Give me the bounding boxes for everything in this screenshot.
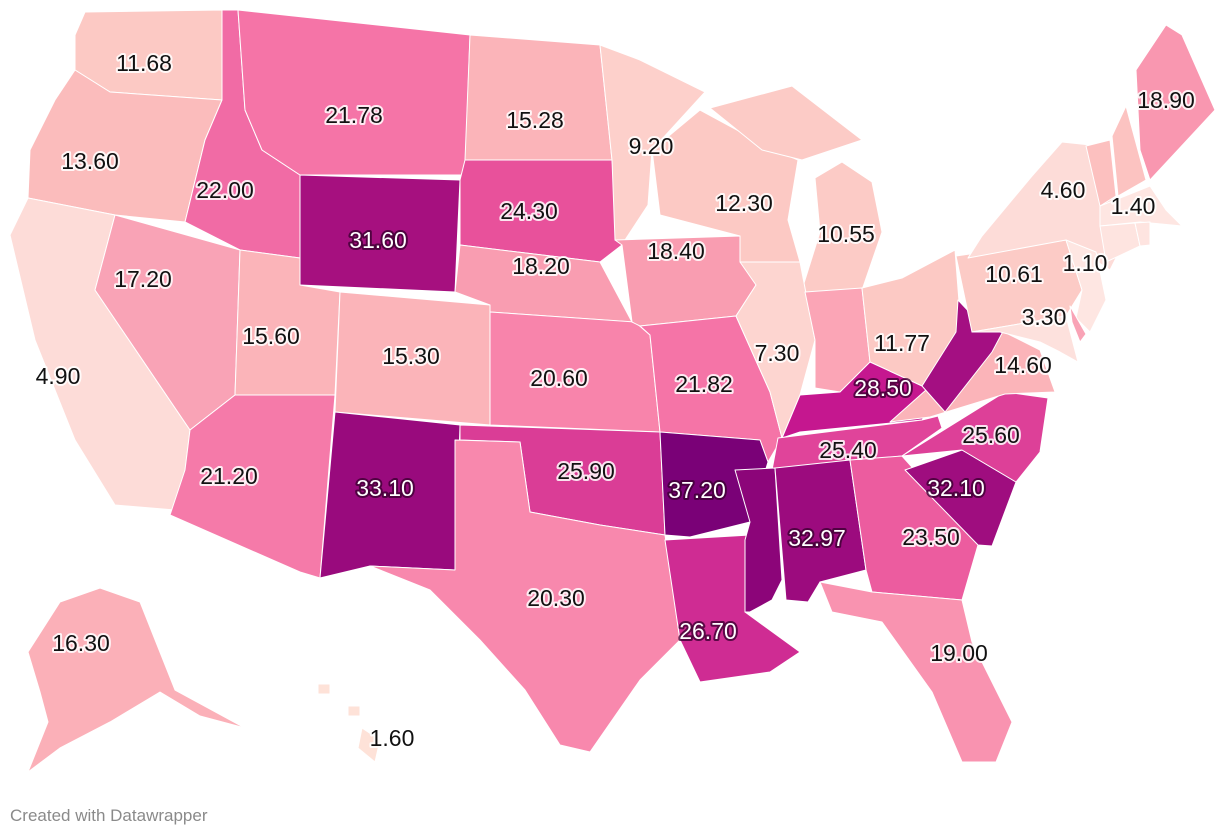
state-me[interactable] (1135, 24, 1216, 181)
state-value-label-oh: 11.77 (874, 330, 930, 356)
state-value-label-wy: 31.60 (349, 227, 407, 253)
state-value-label-va: 14.60 (994, 352, 1052, 378)
state-value-label-nc: 25.60 (962, 422, 1020, 448)
state-az[interactable] (169, 394, 336, 579)
state-value-label-ne: 18.20 (512, 253, 570, 279)
state-value-label-ca: 4.90 (36, 363, 81, 389)
state-value-label-ok: 25.90 (557, 458, 615, 484)
state-value-label-sc: 32.10 (927, 475, 985, 501)
state-value-label-ky: 28.50 (854, 375, 912, 401)
state-ms[interactable] (734, 467, 783, 613)
state-value-label-ia: 18.40 (647, 238, 705, 264)
state-value-label-hi: 1.60 (370, 725, 415, 751)
state-mn[interactable] (599, 44, 706, 241)
state-value-label-md: 3.30 (1022, 304, 1067, 330)
state-or[interactable] (27, 69, 223, 223)
state-md[interactable] (971, 315, 1079, 363)
state-value-label-or: 13.60 (61, 148, 119, 174)
state-value-label-me: 18.90 (1137, 87, 1195, 113)
state-value-label-wi: 12.30 (715, 190, 773, 216)
state-value-label-fl: 19.00 (930, 640, 988, 666)
state-value-label-mt: 21.78 (325, 102, 383, 128)
state-value-label-ny: 4.60 (1041, 177, 1086, 203)
state-ga[interactable] (849, 455, 979, 601)
state-nh[interactable] (1111, 105, 1147, 197)
state-value-label-co: 15.30 (382, 343, 440, 369)
state-ak[interactable] (27, 587, 246, 773)
state-value-label-ar: 37.20 (668, 477, 726, 503)
state-de[interactable] (1069, 305, 1087, 343)
state-value-label-nj: 1.10 (1063, 250, 1108, 276)
state-value-label-nv: 17.20 (114, 266, 172, 292)
state-value-label-il: 7.30 (755, 340, 800, 366)
state-tx[interactable] (369, 439, 681, 753)
state-nd[interactable] (464, 34, 613, 161)
state-value-label-pa: 10.61 (985, 261, 1043, 287)
state-mt[interactable] (237, 9, 471, 176)
state-value-label-wa: 11.68 (116, 50, 172, 76)
state-value-label-nd: 15.28 (506, 107, 564, 133)
footer-credit: Created with Datawrapper (10, 806, 208, 825)
state-sc[interactable] (904, 449, 1017, 547)
state-value-label-sd: 24.30 (500, 198, 558, 224)
state-value-label-tx: 20.30 (527, 585, 585, 611)
state-value-label-ma: 1.40 (1111, 193, 1156, 219)
state-mi[interactable] (799, 161, 883, 297)
state-value-label-ak: 16.30 (52, 630, 110, 656)
state-value-label-az: 21.20 (200, 463, 258, 489)
state-ri[interactable] (1134, 221, 1151, 247)
state-value-label-ut: 15.60 (242, 323, 300, 349)
state-hi[interactable] (317, 683, 381, 763)
state-value-label-mo: 21.82 (675, 371, 733, 397)
state-value-label-mn: 9.20 (629, 133, 674, 159)
state-value-label-al: 32.97 (788, 525, 846, 551)
state-nj[interactable] (1065, 239, 1107, 333)
state-vt[interactable] (1085, 139, 1117, 207)
state-value-label-ga: 23.50 (902, 524, 960, 550)
state-value-label-la: 26.70 (679, 618, 737, 644)
state-value-label-mi: 10.55 (817, 221, 875, 247)
state-value-label-id: 22.00 (196, 177, 254, 203)
state-fl[interactable] (819, 581, 1013, 763)
state-value-label-ks: 20.60 (530, 365, 588, 391)
state-mi[interactable] (709, 85, 863, 161)
state-value-label-nm: 33.10 (356, 475, 414, 501)
state-value-label-tn: 25.40 (819, 437, 877, 463)
